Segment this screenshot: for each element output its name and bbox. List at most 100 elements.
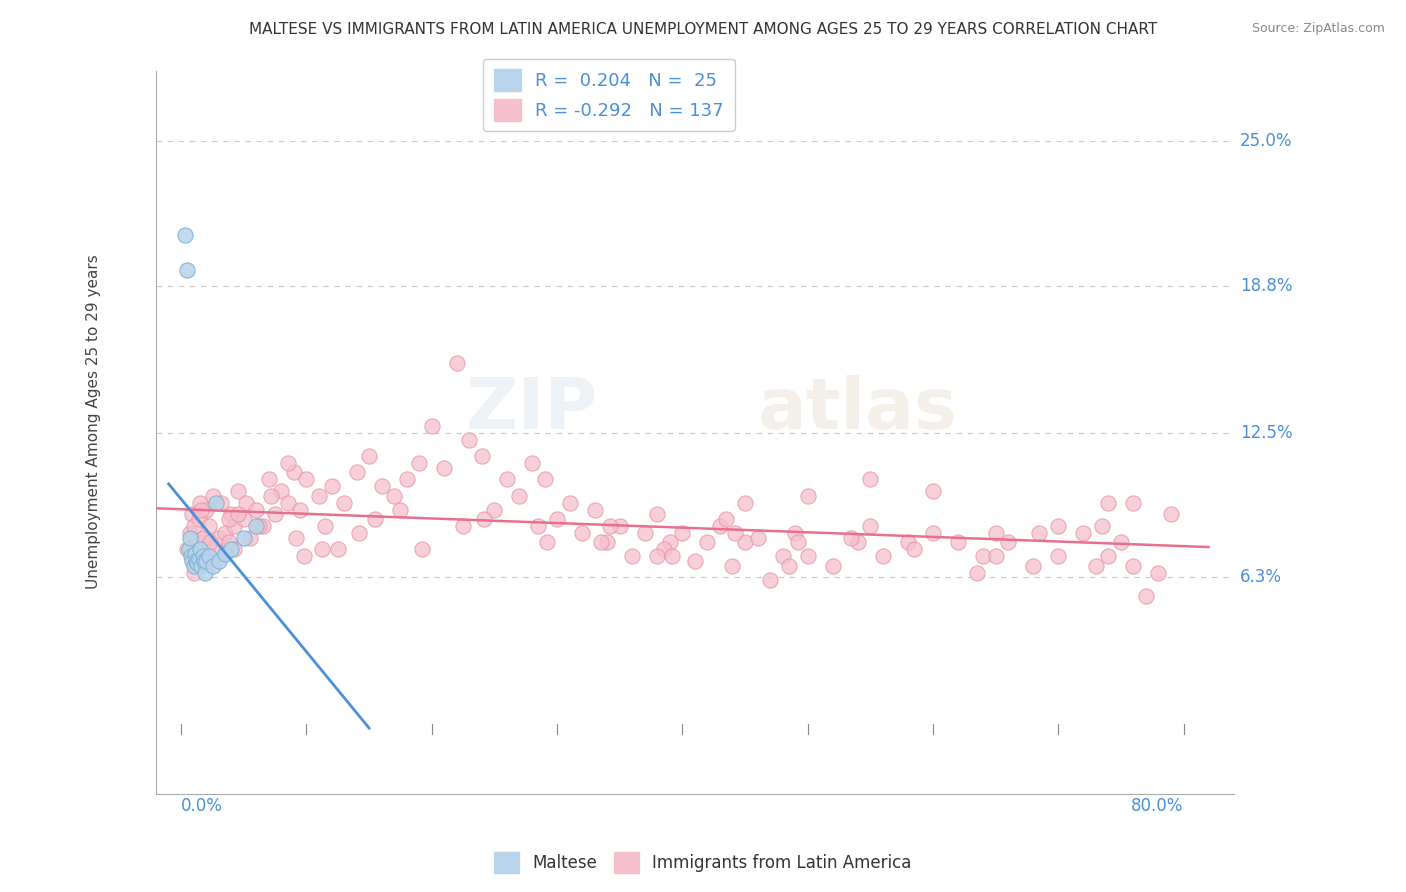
Point bbox=[527, 519, 550, 533]
Point bbox=[897, 535, 920, 549]
Point bbox=[218, 535, 240, 549]
Point bbox=[872, 549, 894, 564]
Point bbox=[408, 456, 430, 470]
Point bbox=[222, 542, 245, 557]
Point bbox=[191, 549, 214, 564]
Point bbox=[308, 489, 330, 503]
Text: 6.3%: 6.3% bbox=[1240, 568, 1282, 587]
Point bbox=[347, 526, 370, 541]
Point bbox=[1097, 549, 1119, 564]
Point bbox=[1047, 519, 1070, 533]
Point bbox=[290, 503, 312, 517]
Point bbox=[197, 519, 219, 533]
Point bbox=[270, 484, 292, 499]
Point bbox=[658, 535, 681, 549]
Point bbox=[716, 512, 738, 526]
Point bbox=[1097, 496, 1119, 510]
Point bbox=[645, 508, 668, 522]
Point bbox=[1109, 535, 1132, 549]
Point bbox=[252, 519, 274, 533]
Point bbox=[821, 558, 844, 573]
Point bbox=[197, 549, 219, 564]
Point bbox=[696, 535, 718, 549]
Point bbox=[364, 512, 387, 526]
Text: 25.0%: 25.0% bbox=[1240, 132, 1292, 150]
Point bbox=[1122, 558, 1144, 573]
Point bbox=[208, 531, 231, 545]
Point bbox=[661, 549, 683, 564]
Point bbox=[1084, 558, 1107, 573]
Point bbox=[1122, 496, 1144, 510]
Point bbox=[558, 496, 581, 510]
Point bbox=[209, 496, 232, 510]
Point bbox=[922, 484, 945, 499]
Point bbox=[232, 512, 254, 526]
Point bbox=[922, 526, 945, 541]
Point bbox=[184, 547, 207, 561]
Text: atlas: atlas bbox=[758, 375, 957, 444]
Point bbox=[183, 566, 205, 580]
Point bbox=[346, 466, 368, 480]
Point bbox=[245, 519, 267, 533]
Point bbox=[451, 519, 474, 533]
Point bbox=[772, 549, 794, 564]
Point bbox=[245, 503, 267, 517]
Point bbox=[645, 549, 668, 564]
Text: Unemployment Among Ages 25 to 29 years: Unemployment Among Ages 25 to 29 years bbox=[86, 254, 101, 589]
Point bbox=[226, 508, 249, 522]
Point bbox=[1160, 508, 1182, 522]
Point bbox=[226, 484, 249, 499]
Point bbox=[496, 473, 519, 487]
Point bbox=[239, 531, 262, 545]
Point bbox=[652, 542, 675, 557]
Point bbox=[247, 519, 270, 533]
Point bbox=[370, 479, 392, 493]
Point bbox=[257, 473, 280, 487]
Point bbox=[205, 542, 228, 557]
Point bbox=[671, 526, 693, 541]
Point bbox=[859, 519, 882, 533]
Point bbox=[260, 489, 283, 503]
Point bbox=[193, 531, 215, 545]
Point bbox=[599, 519, 621, 533]
Point bbox=[785, 526, 807, 541]
Point bbox=[214, 547, 236, 561]
Point bbox=[1091, 519, 1114, 533]
Point bbox=[221, 508, 243, 522]
Point bbox=[583, 503, 606, 517]
Point bbox=[283, 466, 305, 480]
Point bbox=[198, 535, 221, 549]
Legend: Maltese, Immigrants from Latin America: Maltese, Immigrants from Latin America bbox=[488, 846, 918, 880]
Point bbox=[1028, 526, 1050, 541]
Point bbox=[520, 456, 543, 470]
Point bbox=[533, 473, 555, 487]
Text: MALTESE VS IMMIGRANTS FROM LATIN AMERICA UNEMPLOYMENT AMONG AGES 25 TO 29 YEARS : MALTESE VS IMMIGRANTS FROM LATIN AMERICA… bbox=[249, 22, 1157, 37]
Point bbox=[176, 262, 198, 277]
Point bbox=[796, 549, 818, 564]
Point bbox=[235, 496, 257, 510]
Point bbox=[571, 526, 593, 541]
Point bbox=[208, 554, 231, 568]
Point bbox=[724, 526, 747, 541]
Point bbox=[621, 549, 644, 564]
Point bbox=[458, 433, 481, 447]
Point bbox=[187, 512, 209, 526]
Point bbox=[721, 558, 744, 573]
Point bbox=[966, 566, 988, 580]
Point bbox=[734, 496, 756, 510]
Point bbox=[946, 535, 969, 549]
Point bbox=[201, 558, 224, 573]
Point bbox=[859, 473, 882, 487]
Point bbox=[326, 542, 349, 557]
Point bbox=[1022, 558, 1045, 573]
Point bbox=[181, 554, 204, 568]
Point bbox=[221, 542, 243, 557]
Point bbox=[190, 558, 212, 573]
Point bbox=[188, 496, 211, 510]
Point bbox=[176, 542, 198, 557]
Point bbox=[188, 542, 211, 557]
Point bbox=[734, 535, 756, 549]
Point bbox=[609, 519, 631, 533]
Point bbox=[411, 542, 433, 557]
Text: Source: ZipAtlas.com: Source: ZipAtlas.com bbox=[1251, 22, 1385, 36]
